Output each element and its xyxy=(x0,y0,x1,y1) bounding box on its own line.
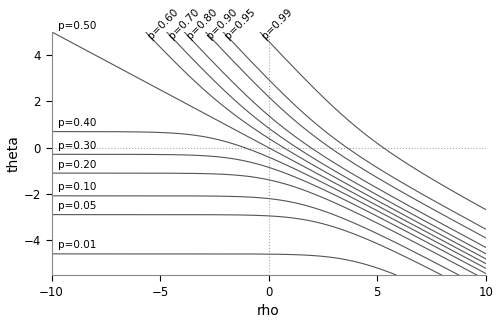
Text: p=0.99: p=0.99 xyxy=(260,7,294,41)
Y-axis label: theta: theta xyxy=(7,135,21,172)
Text: p=0.10: p=0.10 xyxy=(58,182,96,192)
Text: p=0.05: p=0.05 xyxy=(58,201,96,211)
Text: p=0.20: p=0.20 xyxy=(58,160,96,170)
Text: p=0.70: p=0.70 xyxy=(166,7,201,41)
Text: p=0.95: p=0.95 xyxy=(223,7,258,41)
Text: p=0.40: p=0.40 xyxy=(58,118,96,128)
Text: p=0.90: p=0.90 xyxy=(206,7,240,41)
Text: p=0.60: p=0.60 xyxy=(146,7,180,41)
X-axis label: rho: rho xyxy=(257,304,280,318)
Text: p=0.01: p=0.01 xyxy=(58,240,96,250)
Text: p=0.50: p=0.50 xyxy=(58,20,96,31)
Text: p=0.30: p=0.30 xyxy=(58,141,96,151)
Text: p=0.80: p=0.80 xyxy=(184,7,218,41)
